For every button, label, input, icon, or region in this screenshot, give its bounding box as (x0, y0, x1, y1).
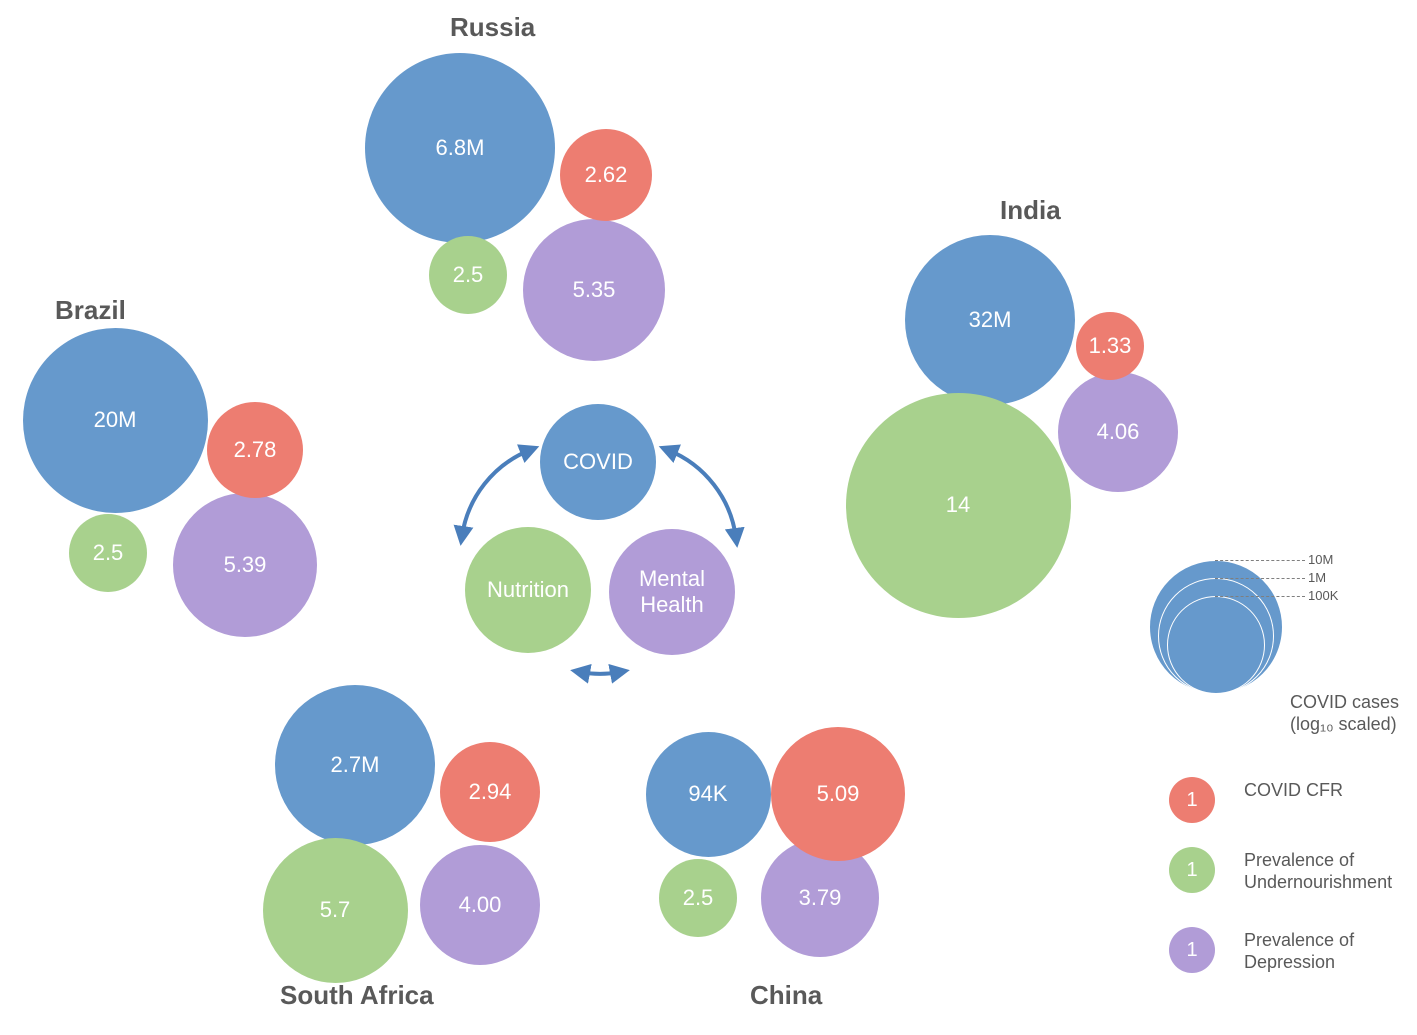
country-label-china: China (750, 980, 822, 1011)
center-covid-circle: COVID (540, 404, 656, 520)
bubble-india-depression-value: 4.06 (1097, 419, 1140, 444)
bubble-brazil-cfr: 2.78 (207, 402, 303, 498)
legend-label-cfr: COVID CFR (1244, 780, 1343, 802)
bubble-india-cfr: 1.33 (1076, 312, 1144, 380)
bubble-china-cfr-value: 5.09 (817, 781, 860, 806)
legend-swatch-depression-value: 1 (1186, 939, 1197, 962)
bubble-south-africa-covid: 2.7M (275, 685, 435, 845)
center-mental-label: Mental Health (639, 566, 705, 618)
bubble-china-covid-value: 94K (688, 781, 727, 806)
legend-tick-label-10M: 10M (1308, 552, 1333, 567)
bubble-brazil-depression-value: 5.39 (224, 552, 267, 577)
bubble-south-africa-depression: 4.00 (420, 845, 540, 965)
center-arrow-covid-mental (668, 450, 736, 538)
legend-swatch-depression: 1 (1169, 927, 1215, 973)
bubble-india-cfr-value: 1.33 (1089, 333, 1132, 358)
bubble-brazil-covid: 20M (23, 328, 208, 513)
bubble-china-nutrition-value: 2.5 (683, 885, 714, 910)
center-mental-circle: Mental Health (609, 529, 735, 655)
bubble-south-africa-nutrition-value: 5.7 (320, 897, 351, 922)
center-covid-label: COVID (563, 449, 633, 475)
bubble-russia-cfr: 2.62 (560, 129, 652, 221)
country-label-russia: Russia (450, 12, 535, 43)
bubble-south-africa-depression-value: 4.00 (459, 892, 502, 917)
legend-tick-line-100K (1215, 596, 1305, 597)
bubble-india-covid: 32M (905, 235, 1075, 405)
bubble-china-depression-value: 3.79 (799, 885, 842, 910)
bubble-india-covid-value: 32M (969, 307, 1012, 332)
bubble-russia-cfr-value: 2.62 (585, 162, 628, 187)
bubble-russia-depression: 5.35 (523, 219, 665, 361)
bubble-brazil-depression: 5.39 (173, 493, 317, 637)
legend-covid-cases-title: COVID cases (log₁₀ scaled) (1290, 692, 1399, 735)
bubble-south-africa-covid-value: 2.7M (331, 752, 380, 777)
center-nutrition-circle: Nutrition (465, 527, 591, 653)
bubble-south-africa-nutrition: 5.7 (263, 838, 408, 983)
bubble-brazil-covid-value: 20M (94, 407, 137, 432)
country-label-india: India (1000, 195, 1061, 226)
infographic-stage: 6.8M 2.5 5.35 2.62 Russia 32M 14 4.06 1.33 India 2… (0, 0, 1417, 1035)
bubble-russia-nutrition-value: 2.5 (453, 262, 484, 287)
legend-tick-label-100K: 100K (1308, 588, 1338, 603)
bubble-china-nutrition: 2.5 (659, 859, 737, 937)
legend-swatch-cfr-value: 1 (1186, 789, 1197, 812)
legend-tick-line-1M (1215, 578, 1305, 579)
legend-tick-line-10M (1215, 560, 1305, 561)
bubble-russia-nutrition: 2.5 (429, 236, 507, 314)
legend-ring-100K (1167, 596, 1265, 694)
legend-swatch-nutrition: 1 (1169, 847, 1215, 893)
bubble-brazil-nutrition-value: 2.5 (93, 540, 124, 565)
bubble-russia-covid-value: 6.8M (436, 135, 485, 160)
bubble-south-africa-cfr-value: 2.94 (469, 779, 512, 804)
center-arrow-mental-nutrition (580, 672, 620, 674)
legend-swatch-nutrition-value: 1 (1186, 859, 1197, 882)
bubble-russia-covid: 6.8M (365, 53, 555, 243)
bubble-china-cfr: 5.09 (771, 727, 905, 861)
bubble-china-covid: 94K (646, 732, 771, 857)
bubble-brazil-cfr-value: 2.78 (234, 437, 277, 462)
legend-label-nutrition: Prevalence of Undernourishment (1244, 850, 1392, 893)
bubble-india-nutrition: 14 (846, 393, 1071, 618)
bubble-russia-depression-value: 5.35 (573, 277, 616, 302)
legend-label-depression: Prevalence of Depression (1244, 930, 1354, 973)
bubble-india-nutrition-value: 14 (946, 492, 970, 517)
center-arrow-nutrition-covid (462, 450, 530, 536)
bubble-brazil-nutrition: 2.5 (69, 514, 147, 592)
legend-swatch-cfr: 1 (1169, 777, 1215, 823)
legend-tick-label-1M: 1M (1308, 570, 1326, 585)
bubble-india-depression: 4.06 (1058, 372, 1178, 492)
center-nutrition-label: Nutrition (487, 577, 569, 603)
bubble-south-africa-cfr: 2.94 (440, 742, 540, 842)
country-label-brazil: Brazil (55, 295, 126, 326)
country-label-south-africa: South Africa (280, 980, 434, 1011)
